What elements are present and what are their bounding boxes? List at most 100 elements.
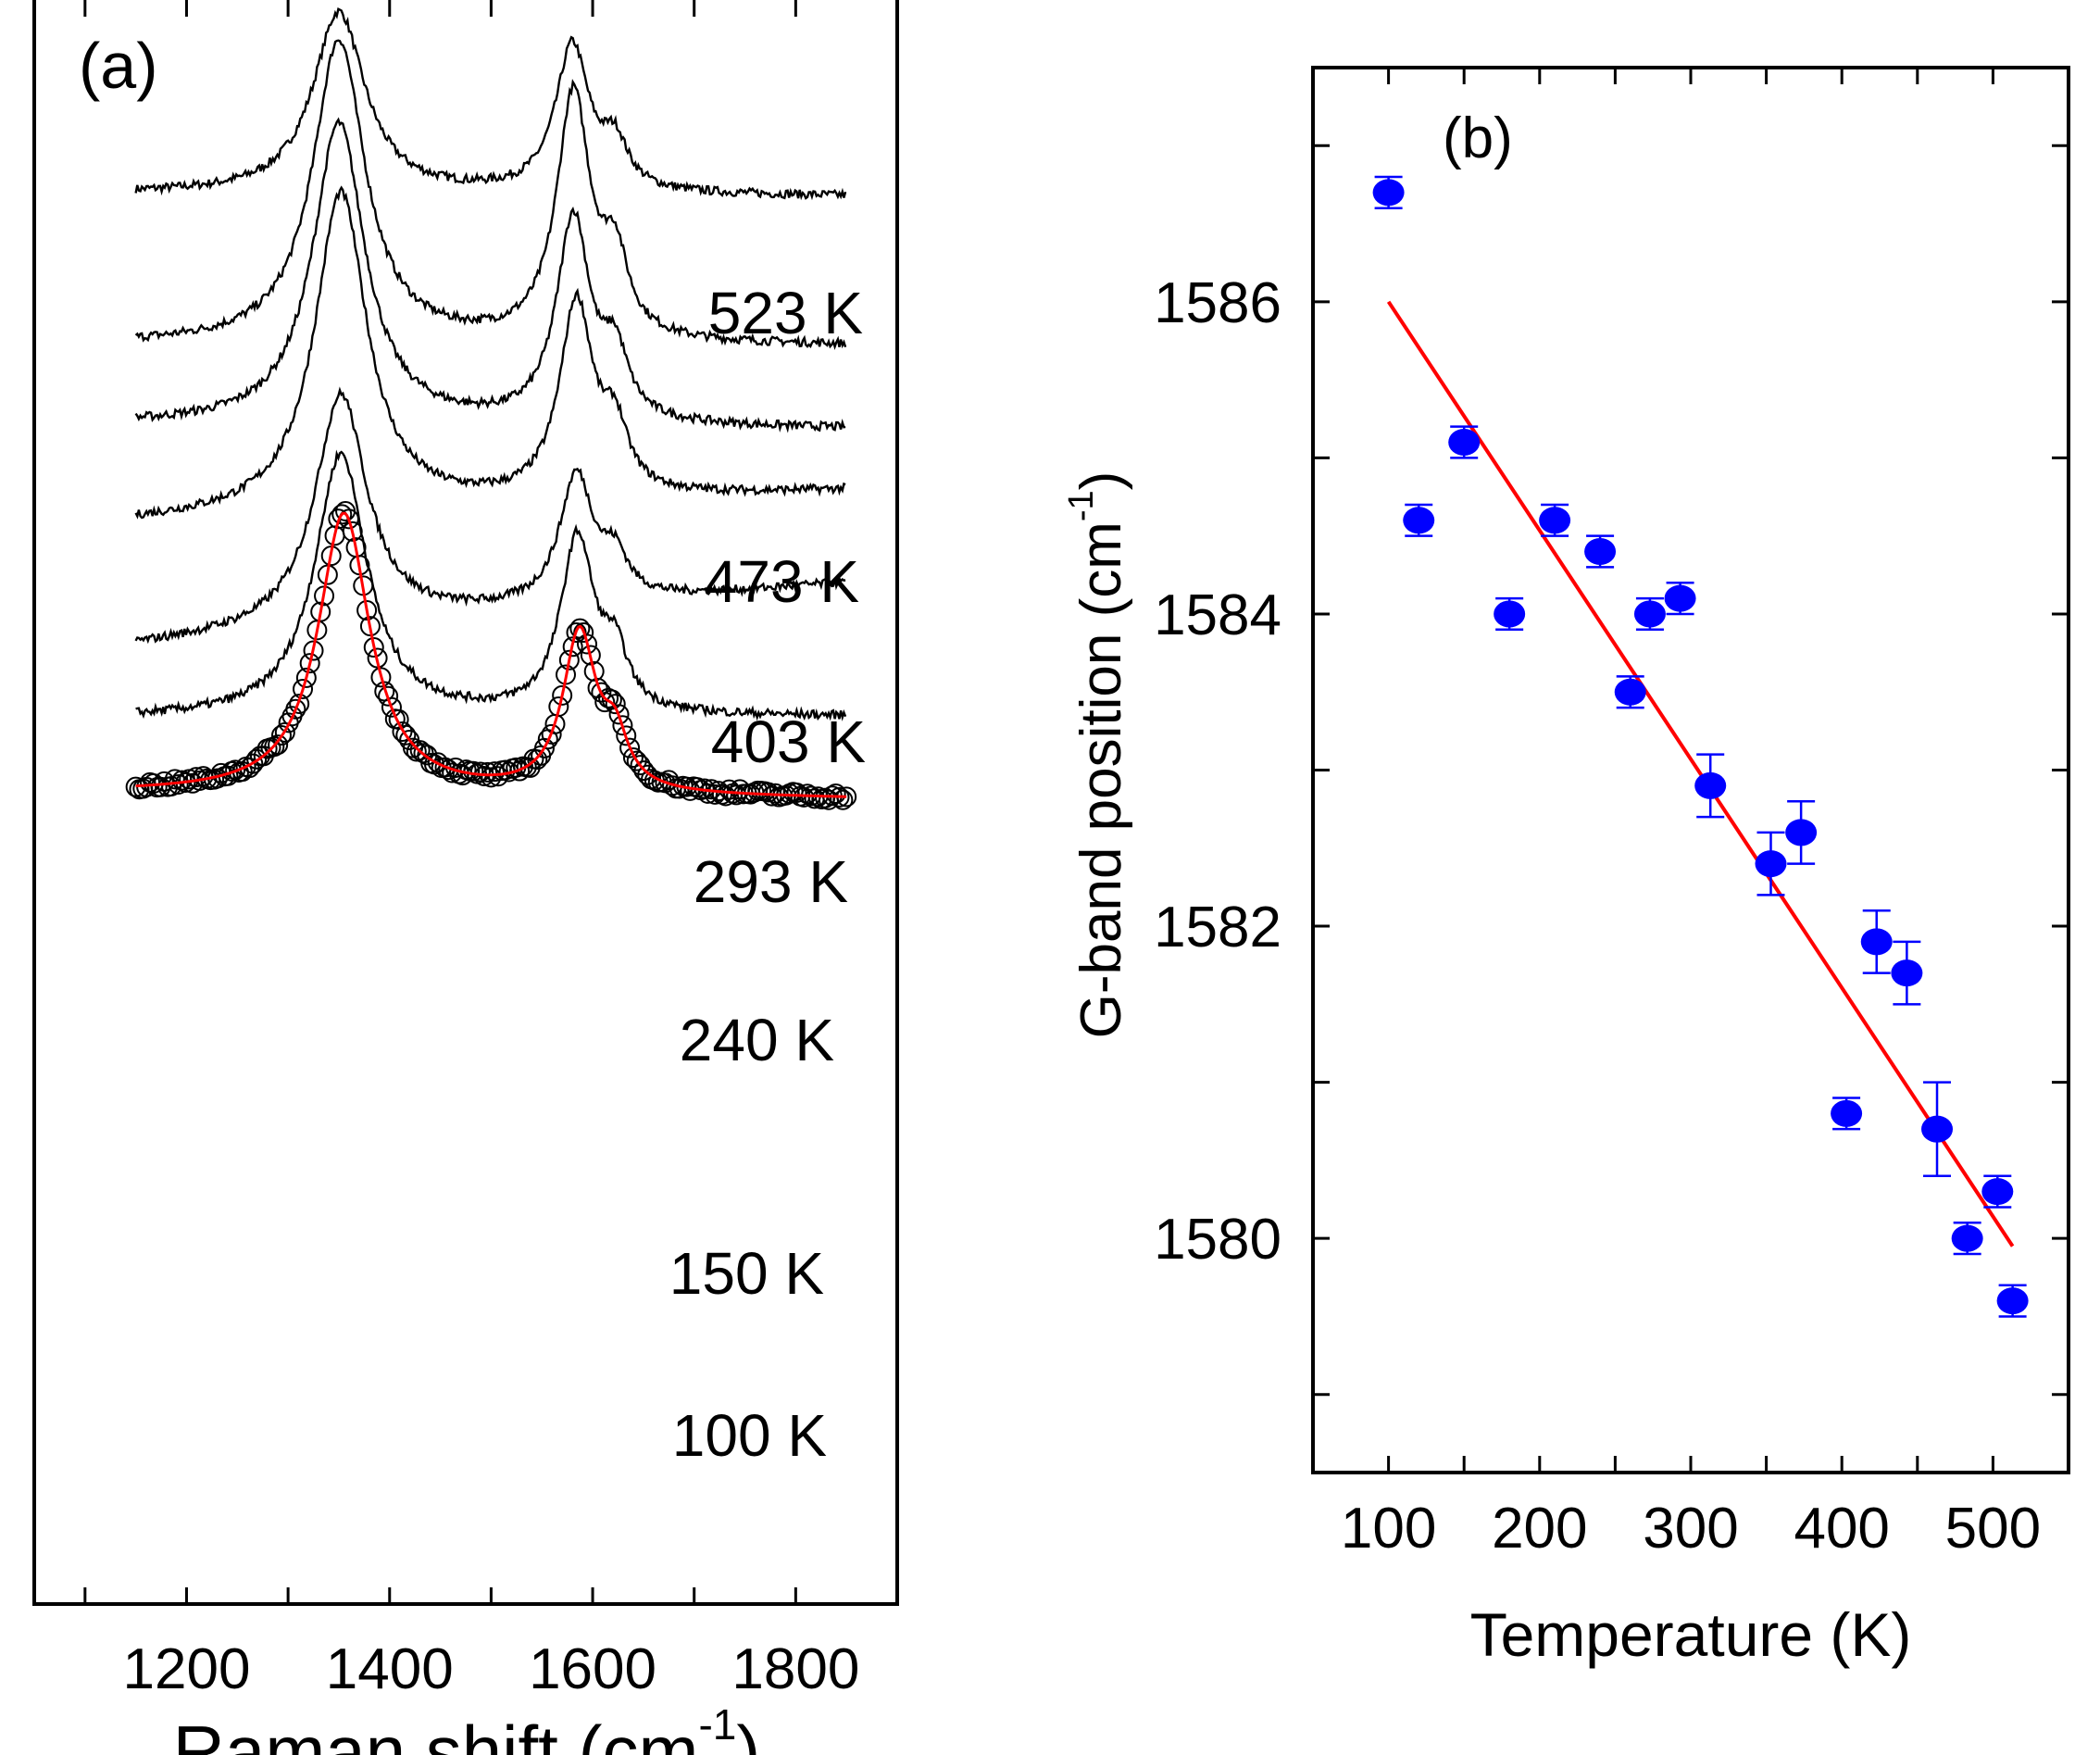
data-circle-100k — [605, 694, 626, 715]
x-tick-label: 1400 — [326, 1637, 454, 1701]
temperature-label: 293 K — [694, 848, 848, 915]
spectrum-240k — [134, 386, 846, 645]
point-marker — [1694, 771, 1727, 799]
panel-b-ticks: 100 200 300 400 500 1580 1582 1584 1586 — [1154, 66, 2070, 1561]
x-axis-title-close: ) — [736, 1711, 760, 1755]
point-marker — [1891, 959, 1923, 987]
panel-b-label: (b) — [1443, 107, 1513, 170]
panel-b-g-band-vs-temperature: (b) 100 200 300 400 500 1580 1582 1584 1586 Temp… — [1062, 66, 2070, 1669]
fit-curve-100k — [135, 511, 847, 798]
y-tick-label: 1586 — [1154, 271, 1281, 335]
data-point — [1664, 581, 1696, 616]
point-marker — [1584, 538, 1617, 566]
point-marker — [1981, 1178, 2014, 1206]
data-point — [1981, 1174, 2014, 1209]
data-circle-100k — [225, 759, 246, 781]
panel-a-ticks: 1200 1400 1600 1800 — [32, 0, 899, 1701]
data-circle-100k — [299, 653, 320, 674]
data-circle-100k — [527, 749, 548, 771]
panel-a-label: (a) — [79, 30, 158, 102]
data-circle-100k — [825, 783, 846, 805]
data-point — [1996, 1284, 2029, 1318]
data-circle-100k — [577, 633, 598, 655]
data-circle-100k — [573, 621, 594, 643]
point-marker — [1996, 1287, 2029, 1315]
data-circle-100k — [566, 622, 587, 644]
x-tick-label: 500 — [1945, 1497, 2041, 1561]
data-circle-100k — [303, 640, 324, 661]
x-tick-label: 1600 — [529, 1637, 656, 1701]
temperature-label: 523 K — [708, 280, 863, 346]
data-circle-100k — [552, 684, 573, 706]
panel-a-x-axis-title: Raman shift (cm-1) — [173, 1700, 761, 1755]
data-circle-100k — [608, 704, 630, 725]
panel-b-frame — [1311, 66, 2070, 1474]
data-circle-100k — [612, 715, 633, 736]
point-marker — [1664, 584, 1696, 612]
point-marker — [1494, 600, 1526, 628]
point-marker — [1831, 1099, 1863, 1127]
panel-a-spectra — [125, 7, 857, 810]
data-circle-100k — [342, 520, 363, 542]
temperature-label: 403 K — [711, 708, 866, 775]
x-axis-title-superscript: -1 — [698, 1700, 736, 1749]
point-marker — [1951, 1224, 1983, 1252]
x-tick-label: 1200 — [123, 1637, 251, 1701]
data-circle-100k — [243, 753, 264, 774]
data-circle-100k — [295, 667, 317, 688]
y-tick-label: 1582 — [1154, 896, 1281, 959]
y-tick-label: 1580 — [1154, 1208, 1281, 1272]
data-circle-100k — [434, 757, 456, 778]
y-tick-label: 1584 — [1154, 583, 1281, 647]
data-point — [1403, 503, 1435, 537]
data-circle-100k — [289, 694, 310, 715]
point-marker — [1921, 1115, 1954, 1143]
data-circle-100k — [616, 725, 637, 746]
data-circle-100k — [285, 698, 306, 720]
data-point — [1372, 175, 1405, 209]
data-circle-100k — [356, 600, 378, 621]
data-point — [1494, 596, 1526, 632]
linear-fit-line — [1386, 300, 2015, 1247]
spectrum-150k — [135, 449, 847, 721]
panel-b-points — [1372, 175, 2029, 1318]
data-circle-100k — [591, 682, 612, 703]
x-tick-label: 400 — [1794, 1497, 1889, 1561]
data-point — [1694, 753, 1727, 819]
data-circle-100k — [378, 685, 399, 707]
spectrum-473k — [134, 39, 847, 351]
data-circle-100k — [622, 747, 644, 769]
point-marker — [1372, 179, 1405, 207]
data-point — [1448, 425, 1481, 459]
data-circle-100k — [619, 737, 641, 758]
data-point — [1633, 596, 1666, 632]
data-circle-100k — [264, 736, 285, 758]
point-marker — [1633, 600, 1666, 628]
data-circle-100k — [381, 696, 402, 718]
data-circle-100k — [409, 740, 431, 761]
panel-b-y-axis-title: G-band position (cm-1) — [1062, 471, 1133, 1039]
data-circle-100k — [363, 637, 384, 658]
data-circle-100k — [310, 601, 331, 622]
data-point — [1831, 1097, 1863, 1131]
y-axis-title-close: ) — [1069, 471, 1133, 491]
x-axis-title-text: Raman shift (cm — [173, 1711, 699, 1755]
temperature-label: 150 K — [669, 1240, 824, 1307]
data-circle-100k — [395, 724, 417, 746]
point-marker — [1539, 507, 1571, 534]
data-point — [1614, 675, 1646, 709]
panel-b-x-axis-title: Temperature (K) — [1470, 1600, 1912, 1669]
point-marker — [1755, 850, 1787, 878]
data-point — [1891, 940, 1923, 1006]
data-circle-100k — [370, 667, 392, 688]
point-marker — [1860, 928, 1893, 956]
y-axis-title-text: G-band position (cm — [1069, 521, 1133, 1038]
point-marker — [1448, 429, 1481, 457]
x-tick-label: 1800 — [731, 1637, 859, 1701]
y-axis-title-superscript: -1 — [1062, 490, 1101, 521]
data-circle-100k — [293, 679, 314, 700]
point-marker — [1403, 507, 1435, 534]
data-circle-100k — [558, 649, 580, 671]
data-circle-100k — [832, 789, 854, 810]
